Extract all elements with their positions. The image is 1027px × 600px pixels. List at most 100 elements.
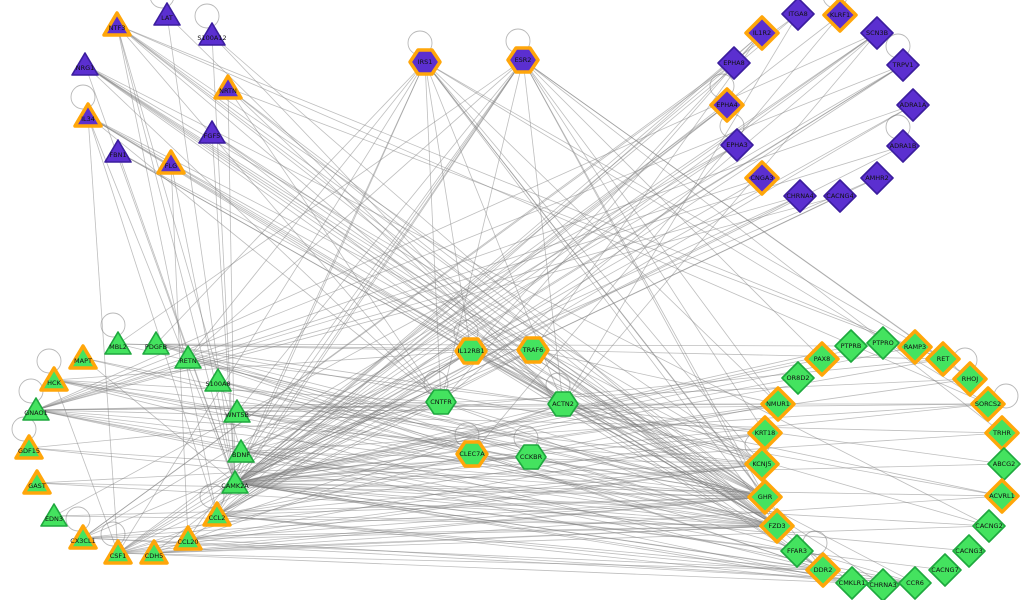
self-loop-HCK [36,348,62,374]
edge-CNTFR-GHR [440,401,766,498]
edge-CDH5-CACNG2 [153,525,990,554]
diamond-node-shape [866,568,900,600]
node-CACNG7[interactable]: CACNG7 [928,553,962,587]
edge-CDH5-GHR [153,496,766,554]
node-KLRF1[interactable]: KLRF1 [822,0,858,33]
node-IRS1[interactable]: IRS1 [408,48,442,76]
diamond-node-shape [972,509,1006,543]
node-ADRA1B[interactable]: ADRA1B [886,129,920,163]
node-EDN3[interactable]: EDN3 [40,503,68,527]
edge-TRAF6-CX3CL1 [82,349,534,539]
node-CNGA3[interactable]: CNGA3 [744,160,780,196]
hexagon-node-shape [506,46,540,74]
edge-CNTFR-HCK [53,379,442,403]
node-MBL2[interactable]: MBL2 [104,331,132,355]
node-TRHR[interactable]: TRHR [984,415,1020,451]
node-NTF3[interactable]: NTF3 [102,11,132,37]
triangle-node-shape [202,501,232,527]
edge-NTF3-RET [116,24,944,360]
edge-IRS1-DDR2 [424,61,824,571]
triangle-node-shape [39,366,69,392]
node-GNAO1[interactable]: GNAO1 [22,397,50,421]
node-RETN[interactable]: RETN [174,345,202,369]
edge-WNT5B-GHR [236,411,766,498]
node-IL1R2[interactable]: IL1R2 [744,15,780,51]
edge-MAPT-GHR [82,357,766,498]
diamond-node-shape [987,447,1021,481]
node-ADRA1A[interactable]: ADRA1A [896,88,930,122]
edge-CCL20-GHR [187,496,766,540]
node-CACNG4[interactable]: CACNG4 [823,179,857,213]
node-FBN1[interactable]: FBN1 [104,139,132,163]
edge-PDGFB-ACVRL1 [155,343,1003,497]
edge-IL12RB1-HCK [53,350,472,381]
diamond-node-shape [780,534,814,568]
edge-IRS1-KCNJ5 [424,61,763,465]
node-KCNJ5[interactable]: KCNJ5 [744,446,780,482]
node-ITGA8[interactable]: ITGA8 [781,0,815,31]
node-CHRNA4[interactable]: CHRNA4 [783,179,817,213]
node-ESR2[interactable]: ESR2 [506,46,540,74]
edge-CAMK2A-KCNJ5 [234,463,763,484]
edge-CX3CL1-GHR [82,496,766,539]
node-TRAF6[interactable]: TRAF6 [516,336,550,364]
edge-CNGA3-GNAO1 [35,177,763,411]
edge-CCL20-FZD3 [187,525,778,540]
node-NRTN[interactable]: NRTN [213,74,243,100]
node-CLEC7A[interactable]: CLEC7A [455,440,489,468]
diamond-node-shape [760,386,796,422]
diamond-node-shape [744,446,780,482]
node-RHOJ[interactable]: RHOJ [952,361,988,397]
node-ABCG2[interactable]: ABCG2 [987,447,1021,481]
edge-ACTN2-RETN [187,357,564,405]
edge-S100A12-FZD3 [211,34,778,527]
triangle-node-shape [104,331,132,355]
node-CCR6[interactable]: CCR6 [898,566,932,600]
edge-NTF3-CCL2 [116,24,218,516]
edge-CAMK2A-CACNG3 [234,482,970,552]
edge-PDGFB-DDR2 [155,343,824,571]
hexagon-node-shape [425,389,457,415]
node-SORCS2[interactable]: SORCS2 [970,386,1006,422]
edge-EPHA3-CX3CL1 [82,144,738,539]
diamond-node-shape [781,0,815,31]
node-S100A8[interactable]: S100A8 [204,368,232,392]
node-LAT[interactable]: LAT [153,2,181,26]
node-TRPV1[interactable]: TRPV1 [886,48,920,82]
diamond-node-shape [984,415,1020,451]
edge-CAMK2A-CMKLR1 [234,482,853,584]
node-CACNG2[interactable]: CACNG2 [972,509,1006,543]
edge-EPHA3-EDN3 [53,144,738,517]
node-GAST[interactable]: GAST [22,469,52,495]
edge-IRS1-RETN [187,61,426,359]
edge-NRG1-CNTFR [84,64,442,403]
node-FGF5[interactable]: FGF5 [198,120,226,144]
node-IL34[interactable]: IL34 [73,102,103,128]
diamond-node-shape [822,0,858,33]
edge-EPHA4-CDH5 [153,104,728,554]
node-IL12RB1[interactable]: IL12RB1 [454,337,488,365]
edge-NRG1-DDR2 [84,64,824,571]
node-PDGFB[interactable]: PDGFB [142,331,170,355]
edge-SCN3B-CSF1 [117,32,878,554]
edge-IRS1-RET [424,61,944,360]
node-MAPT[interactable]: MAPT [68,344,98,370]
diamond-node-shape [759,508,795,544]
edge-CSF1-KRT18 [117,432,766,554]
triangle-node-shape [198,22,226,46]
node-ACVRL1[interactable]: ACVRL1 [984,478,1020,514]
node-AMHR2[interactable]: AMHR2 [860,161,894,195]
node-CHRNA3[interactable]: CHRNA3 [866,568,900,600]
triangle-node-shape [223,399,251,423]
node-SCN3B[interactable]: SCN3B [860,16,894,50]
node-CACNG3[interactable]: CACNG3 [952,534,986,568]
edge-CX3CL1-DDR2 [82,537,824,571]
triangle-node-shape [73,102,103,128]
triangle-node-shape [14,434,44,460]
diamond-node-shape [897,329,933,365]
node-NRG1[interactable]: NRG1 [71,52,99,76]
edge-WNT5B-FZD3 [236,411,778,527]
edge-ESR2-RETN [187,59,524,359]
edge-LAT-ACTN2 [166,14,564,405]
